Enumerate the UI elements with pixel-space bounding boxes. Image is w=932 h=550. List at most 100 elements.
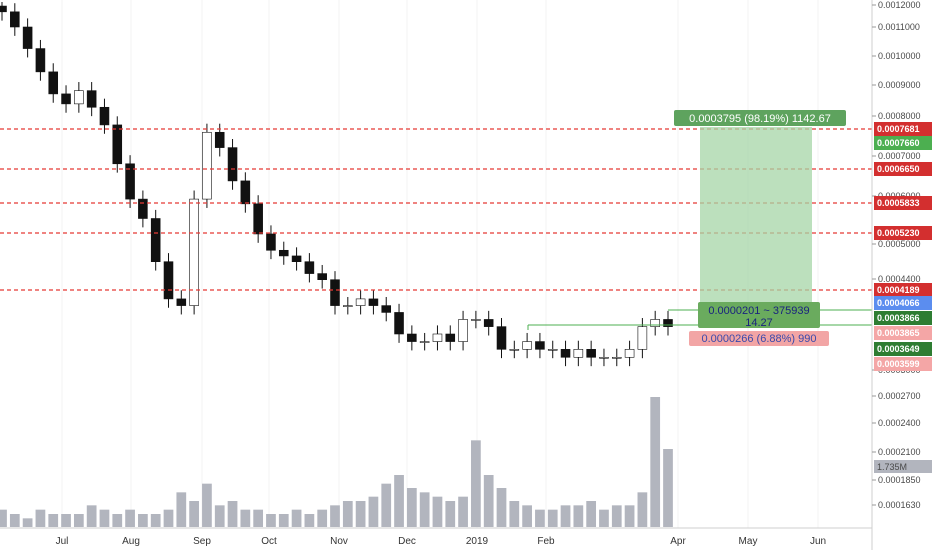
volume-bar bbox=[381, 483, 392, 527]
volume-bar bbox=[624, 505, 635, 527]
price-candle bbox=[407, 333, 417, 342]
price-candle bbox=[214, 131, 225, 148]
volume-bar bbox=[535, 509, 545, 527]
price-candle bbox=[535, 341, 545, 350]
price-candle bbox=[637, 326, 648, 350]
price-candle bbox=[240, 180, 251, 205]
price-tag-label: 0.0003649 bbox=[877, 344, 920, 354]
price-axis-label: 0.0012000 bbox=[878, 0, 921, 10]
price-axis: 0.0012000 0.0011000 0.0010000 0.0009000 0.00… bbox=[872, 0, 921, 510]
level-price-tag-label: 0.0006650 bbox=[877, 164, 920, 174]
time-axis-label: Nov bbox=[330, 536, 348, 547]
volume-bar bbox=[432, 496, 443, 527]
volume-bar bbox=[214, 505, 225, 527]
price-tag bbox=[874, 357, 932, 371]
volume-bar bbox=[663, 449, 673, 527]
time-axis-label: Jun bbox=[810, 536, 826, 547]
horizontal-levels bbox=[0, 128, 872, 291]
volume-tag-label: 1.735M bbox=[877, 462, 907, 472]
price-candle bbox=[304, 261, 315, 274]
price-candle bbox=[176, 298, 187, 306]
price-candle bbox=[650, 319, 660, 327]
level-price-tag bbox=[874, 196, 932, 210]
price-tag bbox=[874, 136, 932, 150]
volume-bar bbox=[611, 505, 622, 527]
price-axis-label: 0.0002100 bbox=[878, 447, 921, 457]
price-candle bbox=[419, 341, 430, 343]
price-candle bbox=[163, 261, 174, 300]
time-axis-label: 2019 bbox=[466, 536, 489, 547]
price-candle bbox=[445, 333, 456, 342]
volume-bar bbox=[227, 501, 238, 527]
volume-bar bbox=[355, 501, 366, 527]
level-price-tag bbox=[874, 122, 932, 136]
price-candle bbox=[611, 356, 622, 359]
price-candle bbox=[48, 71, 59, 95]
price-tag-label: 0.0003866 bbox=[877, 313, 920, 323]
price-candle bbox=[330, 279, 340, 306]
level-price-tag bbox=[874, 162, 932, 176]
price-candle bbox=[471, 319, 481, 321]
volume-bar bbox=[150, 514, 161, 527]
price-candle bbox=[202, 131, 212, 200]
volume-bar bbox=[73, 514, 84, 527]
price-candle bbox=[61, 93, 71, 105]
price-candle bbox=[522, 341, 532, 350]
price-candle bbox=[22, 26, 33, 49]
volume-bar bbox=[445, 501, 456, 527]
volume-bar bbox=[253, 509, 264, 527]
volume-bars bbox=[0, 397, 673, 527]
price-candle bbox=[599, 356, 609, 359]
price-axis-label: 0.0008000 bbox=[878, 111, 921, 121]
volume-bar bbox=[394, 475, 404, 527]
target-label: 0.0003795 (98.19%) 1142.67 bbox=[689, 113, 831, 125]
price-axis-label: 0.0001630 bbox=[878, 500, 921, 510]
price-tag-label: 0.0003599 bbox=[877, 359, 920, 369]
volume-bar bbox=[202, 483, 212, 527]
level-price-tag-label: 0.0004189 bbox=[877, 285, 920, 295]
price-candle bbox=[483, 319, 494, 327]
volume-bar bbox=[304, 514, 315, 527]
volume-bar bbox=[483, 475, 494, 527]
price-candle bbox=[663, 319, 673, 327]
price-candle bbox=[355, 298, 366, 306]
price-candle bbox=[573, 349, 584, 358]
volume-bar bbox=[240, 509, 251, 527]
price-candle bbox=[0, 5, 7, 13]
volume-tag bbox=[874, 460, 932, 473]
price-tag-label: 0.0007660 bbox=[877, 138, 920, 148]
volume-bar bbox=[291, 509, 302, 527]
price-candle bbox=[125, 163, 135, 200]
price-candle bbox=[547, 349, 558, 351]
price-candle bbox=[624, 349, 635, 358]
price-tag bbox=[874, 326, 932, 340]
price-axis-label: 0.0002700 bbox=[878, 391, 921, 401]
price-axis-label: 0.0005000 bbox=[878, 239, 921, 249]
volume-bar bbox=[163, 509, 174, 527]
volume-bar bbox=[547, 509, 558, 527]
price-series bbox=[0, 2, 673, 367]
volume-bar bbox=[61, 514, 71, 527]
volume-bar bbox=[650, 397, 661, 527]
price-candle bbox=[10, 11, 20, 28]
volume-bar bbox=[99, 509, 110, 527]
volume-bar bbox=[406, 488, 417, 527]
price-axis-label: 0.0010000 bbox=[878, 51, 921, 61]
time-axis-label: Aug bbox=[122, 536, 140, 547]
stop-label-box bbox=[689, 331, 829, 346]
volume-bar bbox=[317, 509, 328, 527]
volume-bar bbox=[599, 509, 609, 527]
price-tag bbox=[874, 311, 932, 325]
time-axis: Jul Aug Sep Oct Nov Dec 2019 Feb Apr May Jun bbox=[56, 536, 826, 547]
price-tag-label: 0.0004066 bbox=[877, 298, 920, 308]
level-price-tag-label: 0.0005833 bbox=[877, 198, 920, 208]
time-axis-label: May bbox=[739, 536, 758, 547]
volume-bar bbox=[522, 505, 532, 527]
risk-reward-label: 0.0000201 ~ 375939 bbox=[708, 305, 809, 317]
volume-bar bbox=[342, 501, 353, 527]
price-candle bbox=[343, 305, 353, 307]
volume-bar bbox=[35, 509, 46, 527]
price-candle bbox=[381, 305, 392, 313]
level-price-tag bbox=[874, 226, 932, 240]
